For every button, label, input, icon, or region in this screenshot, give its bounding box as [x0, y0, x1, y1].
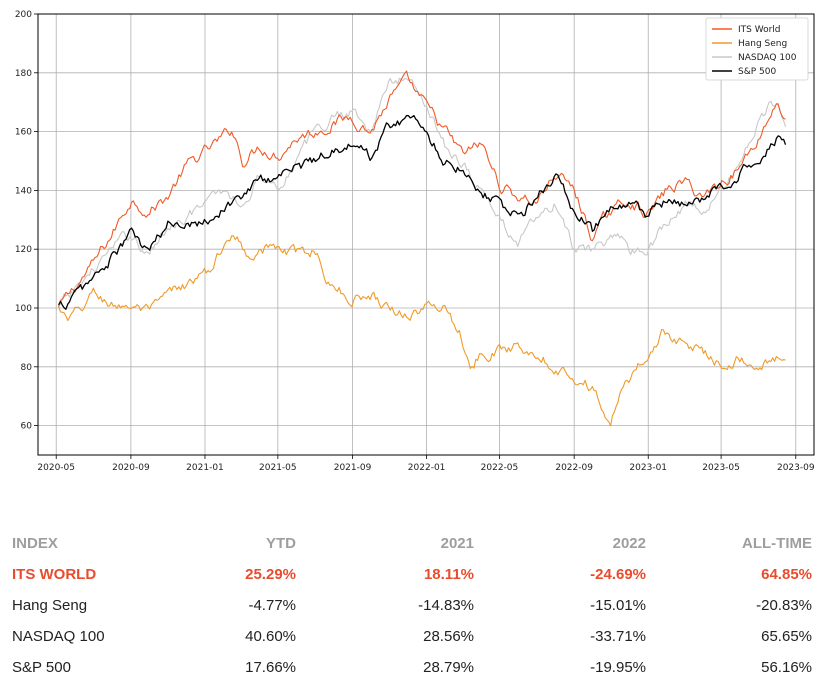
y-tick-label: 200	[15, 10, 32, 20]
row-ytd: -4.77%	[248, 597, 296, 614]
legend-label: ITS World	[738, 25, 781, 35]
series-line-hang-seng	[58, 235, 786, 427]
table-header-row: INDEX YTD 2021 2022 ALL-TIME	[0, 528, 824, 559]
header-all-time: ALL-TIME	[742, 535, 812, 552]
table-row: Hang Seng -4.77% -14.83% -15.01% -20.83%	[0, 590, 824, 621]
chart-grid	[38, 13, 814, 455]
row-index-name: NASDAQ 100	[12, 628, 105, 645]
series-line-s-p-500	[58, 114, 787, 310]
x-tick-label: 2020-09	[112, 463, 150, 473]
header-2021: 2021	[440, 535, 474, 552]
x-tick-label: 2022-01	[408, 463, 446, 473]
x-tick-label: 2021-05	[259, 463, 297, 473]
chart-series	[58, 70, 787, 427]
x-tick-label: 2020-05	[37, 463, 75, 473]
legend-label: NASDAQ 100	[738, 53, 797, 63]
table-row: S&P 500 17.66% 28.79% -19.95% 56.16%	[0, 652, 824, 683]
legend-label: Hang Seng	[738, 39, 787, 49]
row-2021: 18.11%	[423, 566, 474, 583]
chart-legend: ITS World Hang Seng NASDAQ 100 S&P 500	[705, 17, 809, 81]
row-2021: -14.83%	[418, 597, 474, 614]
y-tick-label: 180	[15, 69, 32, 79]
row-all-time: 64.85%	[761, 566, 812, 583]
row-2021: 28.79%	[423, 659, 474, 676]
y-tick-label: 140	[15, 186, 32, 196]
performance-table: INDEX YTD 2021 2022 ALL-TIME ITS WORLD 2…	[0, 528, 824, 683]
row-2021: 28.56%	[423, 628, 474, 645]
x-tick-label: 2022-05	[481, 463, 519, 473]
row-index-name: ITS WORLD	[12, 566, 97, 583]
row-ytd: 25.29%	[245, 566, 296, 583]
row-2022: -19.95%	[590, 659, 646, 676]
header-ytd: YTD	[266, 535, 296, 552]
row-all-time: 56.16%	[761, 659, 812, 676]
series-line-its-world	[58, 70, 786, 307]
row-ytd: 40.60%	[245, 628, 296, 645]
y-tick-label: 60	[21, 422, 33, 432]
plot-frame	[37, 13, 815, 456]
table-row: NASDAQ 100 40.60% 28.56% -33.71% 65.65%	[0, 621, 824, 652]
chart-axis-ticks: 60 80 100 120 140 160 180 200 2020-05 2020-09 2021…	[15, 10, 815, 473]
y-tick-label: 100	[15, 304, 32, 314]
row-all-time: -20.83%	[756, 597, 812, 614]
x-tick-label: 2021-01	[186, 463, 224, 473]
row-index-name: S&P 500	[12, 659, 71, 676]
x-tick-label: 2023-01	[629, 463, 667, 473]
header-2022: 2022	[612, 535, 646, 552]
y-tick-label: 160	[15, 128, 32, 138]
row-2022: -33.71%	[590, 628, 646, 645]
performance-line-chart: 60 80 100 120 140 160 180 200 2020-05 2020-09 2021…	[15, 10, 815, 473]
x-tick-label: 2023-09	[777, 463, 815, 473]
y-tick-label: 120	[15, 245, 32, 255]
x-tick-label: 2023-05	[702, 463, 740, 473]
legend-label: S&P 500	[738, 67, 776, 77]
series-line-nasdaq-100	[58, 77, 787, 306]
row-index-name: Hang Seng	[12, 597, 88, 614]
row-2022: -15.01%	[590, 597, 646, 614]
table-row: ITS WORLD 25.29% 18.11% -24.69% 64.85%	[0, 559, 824, 590]
x-tick-label: 2022-09	[555, 463, 593, 473]
header-index: INDEX	[12, 535, 58, 552]
x-tick-label: 2021-09	[334, 463, 372, 473]
row-2022: -24.69%	[590, 566, 646, 583]
y-tick-label: 80	[21, 363, 33, 373]
legend-box	[705, 17, 809, 81]
row-ytd: 17.66%	[245, 659, 296, 676]
row-all-time: 65.65%	[761, 628, 812, 645]
